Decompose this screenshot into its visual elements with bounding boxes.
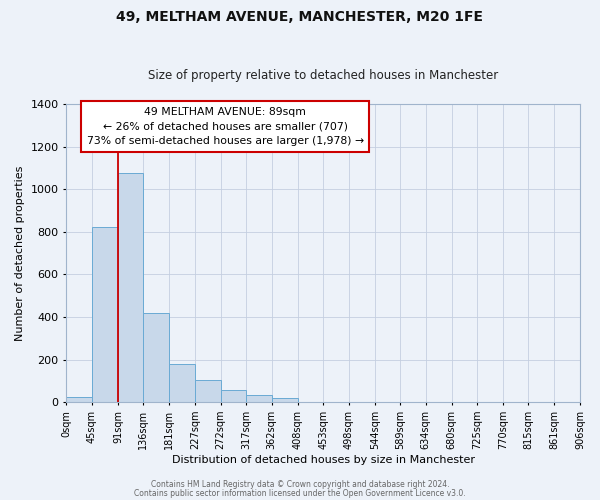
Bar (118, 173, 143, 402)
Bar (195, 380, 221, 402)
Text: Contains HM Land Registry data © Crown copyright and database right 2024.: Contains HM Land Registry data © Crown c… (151, 480, 449, 489)
Text: 49, MELTHAM AVENUE, MANCHESTER, M20 1FE: 49, MELTHAM AVENUE, MANCHESTER, M20 1FE (116, 10, 484, 24)
Bar (143, 313, 169, 402)
Bar (67, 397, 92, 402)
Text: Contains public sector information licensed under the Open Government Licence v3: Contains public sector information licen… (134, 488, 466, 498)
Bar (246, 395, 272, 402)
Bar (272, 398, 298, 402)
X-axis label: Distribution of detached houses by size in Manchester: Distribution of detached houses by size … (172, 455, 475, 465)
Text: 49 MELTHAM AVENUE: 89sqm
← 26% of detached houses are smaller (707)
73% of semi-: 49 MELTHAM AVENUE: 89sqm ← 26% of detach… (86, 106, 364, 146)
Bar (221, 390, 246, 402)
Title: Size of property relative to detached houses in Manchester: Size of property relative to detached ho… (148, 69, 498, 82)
Bar (169, 364, 195, 403)
Bar (92, 226, 118, 402)
Y-axis label: Number of detached properties: Number of detached properties (15, 166, 25, 341)
